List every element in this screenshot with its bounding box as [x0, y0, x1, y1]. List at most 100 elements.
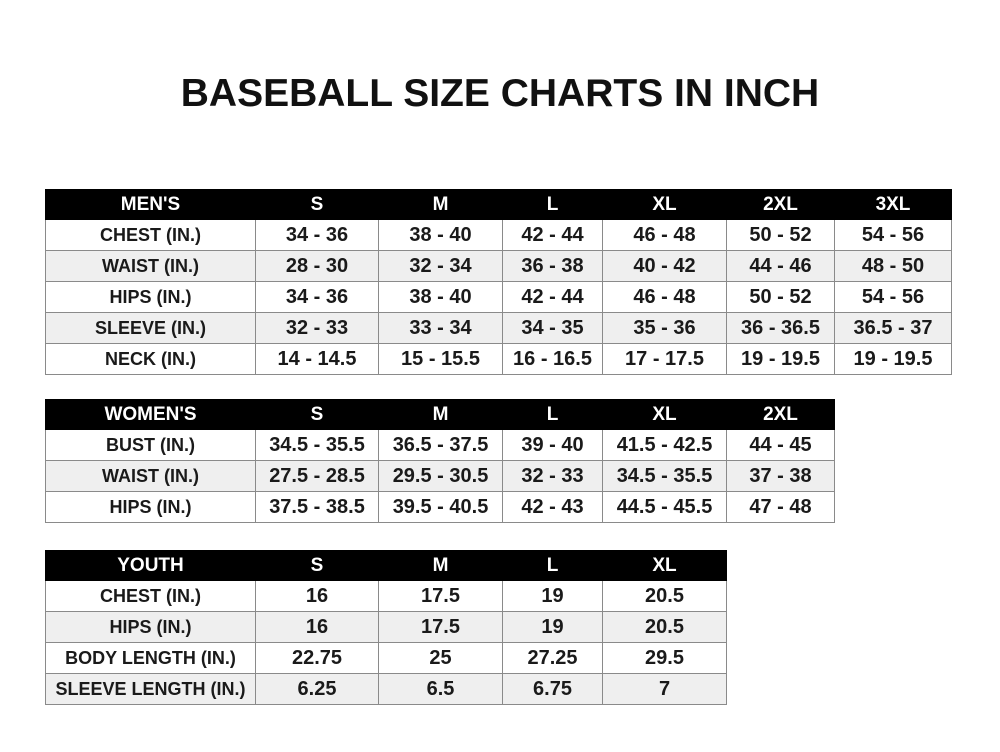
size-header: M: [378, 189, 503, 220]
size-value: 46 - 48: [602, 219, 727, 251]
table-row: WAIST (IN.) 28 - 30 32 - 34 36 - 38 40 - 42 4…: [45, 250, 952, 282]
size-value: 38 - 40: [378, 281, 503, 313]
table-row: CHEST (IN.) 16 17.5 19 20.5: [45, 580, 727, 612]
size-header: S: [255, 189, 379, 220]
size-value: 37.5 - 38.5: [255, 491, 379, 523]
size-header: L: [502, 550, 603, 581]
size-value: 27.5 - 28.5: [255, 460, 379, 492]
size-header: M: [378, 550, 503, 581]
category-header: WOMEN'S: [45, 399, 256, 430]
size-value: 32 - 34: [378, 250, 503, 282]
size-header: XL: [602, 189, 727, 220]
measurement-label: WAIST (IN.): [45, 250, 256, 282]
size-value: 40 - 42: [602, 250, 727, 282]
size-value: 36 - 36.5: [726, 312, 835, 344]
size-value: 54 - 56: [834, 219, 952, 251]
measurement-label: SLEEVE (IN.): [45, 312, 256, 344]
size-value: 19: [502, 580, 603, 612]
size-value: 50 - 52: [726, 219, 835, 251]
size-value: 19 - 19.5: [726, 343, 835, 375]
size-header: 2XL: [726, 399, 835, 430]
size-value: 47 - 48: [726, 491, 835, 523]
youth-size-table: YOUTH S M L XL CHEST (IN.) 16 17.5 19 20.5 HIPS (I…: [45, 550, 727, 705]
size-value: 29.5: [602, 642, 727, 674]
measurement-label: NECK (IN.): [45, 343, 256, 375]
size-value: 17.5: [378, 611, 503, 643]
table-row: BUST (IN.) 34.5 - 35.5 36.5 - 37.5 39 - 40 4…: [45, 429, 835, 461]
size-value: 25: [378, 642, 503, 674]
size-value: 35 - 36: [602, 312, 727, 344]
header-row: MEN'S S M L XL 2XL 3XL: [45, 189, 952, 220]
size-value: 48 - 50: [834, 250, 952, 282]
size-value: 32 - 33: [255, 312, 379, 344]
size-header: L: [502, 189, 603, 220]
size-value: 17.5: [378, 580, 503, 612]
table-row: BODY LENGTH (IN.) 22.75 25 27.25 29.5: [45, 642, 727, 674]
table-row: WAIST (IN.) 27.5 - 28.5 29.5 - 30.5 32 - 33…: [45, 460, 835, 492]
size-value: 42 - 44: [502, 219, 603, 251]
size-value: 34.5 - 35.5: [255, 429, 379, 461]
category-header: YOUTH: [45, 550, 256, 581]
size-header: XL: [602, 550, 727, 581]
size-value: 44 - 45: [726, 429, 835, 461]
size-value: 37 - 38: [726, 460, 835, 492]
size-value: 28 - 30: [255, 250, 379, 282]
size-value: 46 - 48: [602, 281, 727, 313]
size-header: S: [255, 550, 379, 581]
size-value: 39 - 40: [502, 429, 603, 461]
size-value: 34 - 35: [502, 312, 603, 344]
size-value: 16 - 16.5: [502, 343, 603, 375]
size-value: 6.5: [378, 673, 503, 705]
measurement-label: HIPS (IN.): [45, 281, 256, 313]
size-value: 34 - 36: [255, 281, 379, 313]
size-value: 50 - 52: [726, 281, 835, 313]
size-value: 15 - 15.5: [378, 343, 503, 375]
size-value: 42 - 44: [502, 281, 603, 313]
size-value: 19: [502, 611, 603, 643]
size-value: 22.75: [255, 642, 379, 674]
size-value: 20.5: [602, 580, 727, 612]
size-value: 42 - 43: [502, 491, 603, 523]
size-value: 54 - 56: [834, 281, 952, 313]
measurement-label: WAIST (IN.): [45, 460, 256, 492]
table-row: HIPS (IN.) 34 - 36 38 - 40 42 - 44 46 - 48 50…: [45, 281, 952, 313]
header-row: WOMEN'S S M L XL 2XL: [45, 399, 835, 430]
size-value: 44.5 - 45.5: [602, 491, 727, 523]
size-value: 38 - 40: [378, 219, 503, 251]
size-value: 6.75: [502, 673, 603, 705]
table-row: NECK (IN.) 14 - 14.5 15 - 15.5 16 - 16.5 17 …: [45, 343, 952, 375]
size-value: 6.25: [255, 673, 379, 705]
size-value: 36.5 - 37: [834, 312, 952, 344]
size-header: S: [255, 399, 379, 430]
table-row: CHEST (IN.) 34 - 36 38 - 40 42 - 44 46 - 48 5…: [45, 219, 952, 251]
size-value: 34 - 36: [255, 219, 379, 251]
size-header: L: [502, 399, 603, 430]
table-row: SLEEVE LENGTH (IN.) 6.25 6.5 6.75 7: [45, 673, 727, 705]
size-value: 39.5 - 40.5: [378, 491, 503, 523]
womens-size-table: WOMEN'S S M L XL 2XL BUST (IN.) 34.5 - 35.5 36.5…: [45, 399, 835, 523]
size-value: 32 - 33: [502, 460, 603, 492]
size-header: 3XL: [834, 189, 952, 220]
size-value: 19 - 19.5: [834, 343, 952, 375]
size-value: 34.5 - 35.5: [602, 460, 727, 492]
mens-size-table: MEN'S S M L XL 2XL 3XL CHEST (IN.) 34 - 36 38 - 4…: [45, 189, 952, 375]
category-header: MEN'S: [45, 189, 256, 220]
size-value: 36.5 - 37.5: [378, 429, 503, 461]
size-value: 36 - 38: [502, 250, 603, 282]
measurement-label: HIPS (IN.): [45, 491, 256, 523]
size-header: M: [378, 399, 503, 430]
header-row: YOUTH S M L XL: [45, 550, 727, 581]
measurement-label: CHEST (IN.): [45, 580, 256, 612]
table-row: HIPS (IN.) 16 17.5 19 20.5: [45, 611, 727, 643]
size-header: XL: [602, 399, 727, 430]
size-value: 20.5: [602, 611, 727, 643]
size-value: 27.25: [502, 642, 603, 674]
size-value: 29.5 - 30.5: [378, 460, 503, 492]
table-row: HIPS (IN.) 37.5 - 38.5 39.5 - 40.5 42 - 43 4…: [45, 491, 835, 523]
size-value: 7: [602, 673, 727, 705]
size-value: 44 - 46: [726, 250, 835, 282]
measurement-label: SLEEVE LENGTH (IN.): [45, 673, 256, 705]
size-value: 41.5 - 42.5: [602, 429, 727, 461]
measurement-label: HIPS (IN.): [45, 611, 256, 643]
measurement-label: CHEST (IN.): [45, 219, 256, 251]
